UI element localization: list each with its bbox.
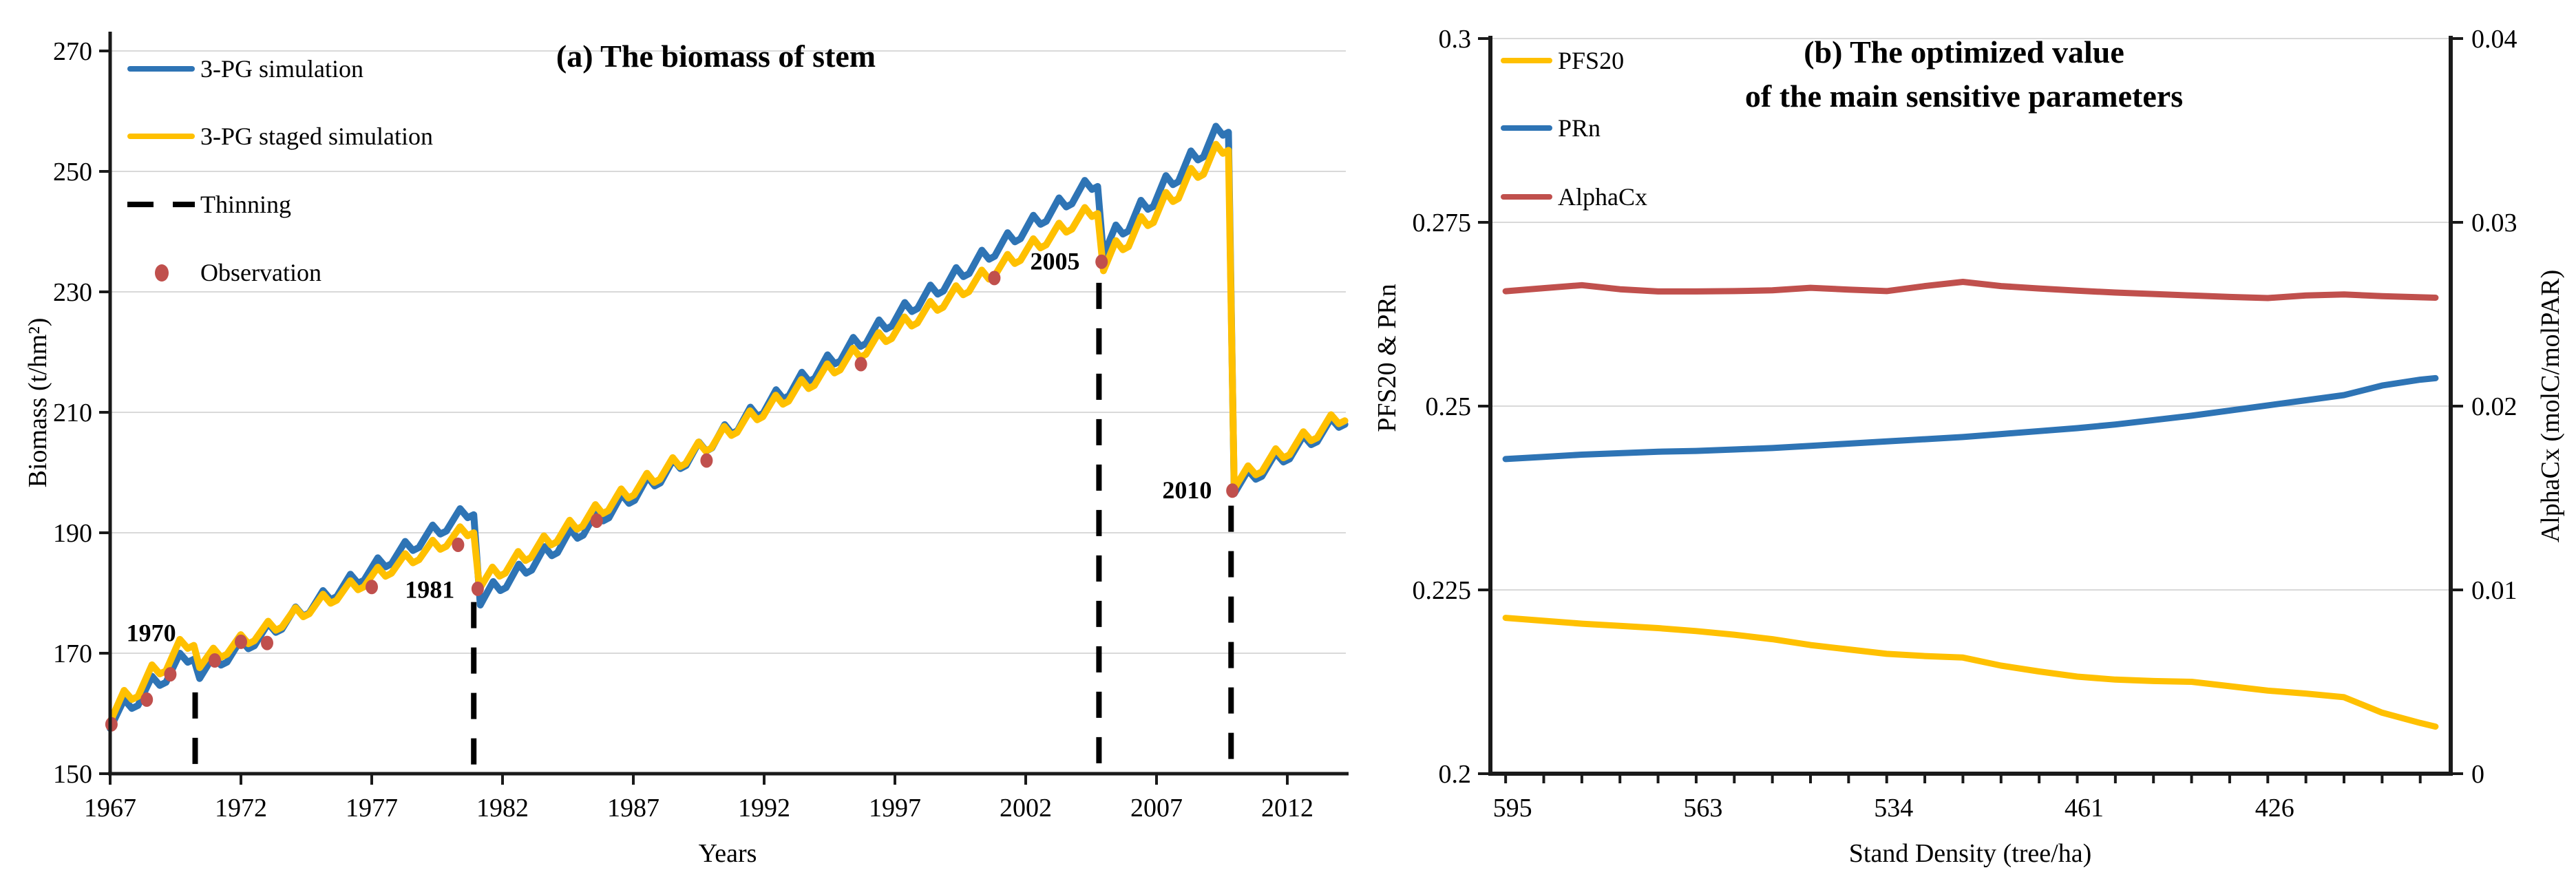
panel-b-title-line2: of the main sensitive parameters — [1744, 78, 2184, 114]
legend-item-pfs20: PFS20 — [1501, 47, 1624, 74]
stand-density-tick-label: 426 — [2255, 794, 2294, 823]
panel-a-x-axis-title: Years — [698, 839, 757, 868]
thinning-year-annotation: 1981 — [405, 575, 454, 603]
observation-point — [590, 513, 603, 528]
stand-density-tick-label: 563 — [1683, 794, 1722, 823]
observation-point — [1095, 254, 1108, 269]
observation-point — [366, 580, 378, 595]
tick-label: 0.225 — [1413, 576, 1472, 605]
tick-label: 270 — [53, 37, 92, 66]
tick-label: 150 — [53, 760, 92, 789]
legend-label: PFS20 — [1558, 47, 1625, 74]
tick-label: 230 — [53, 278, 92, 307]
red-line-swatch-icon — [1501, 194, 1552, 200]
blue-line-swatch-icon — [127, 66, 195, 72]
legend-item-alphacx: AlphaCx — [1501, 183, 1647, 211]
legend-item-thinning: Thinning — [127, 191, 291, 218]
panel-a-annotations: 1970 1981 2005 2010 — [127, 248, 1212, 647]
observation-point — [261, 635, 273, 650]
thinning-year-annotation: 1970 — [127, 619, 176, 646]
legend-label: Observation — [200, 259, 321, 286]
observation-point — [854, 357, 867, 372]
legend-item-3pg-staged-simulation: 3-PG staged simulation — [127, 123, 433, 150]
tick-label: 2012 — [1261, 794, 1313, 823]
tick-label: 250 — [53, 158, 92, 187]
panel-a-title-text: (a) The biomass of stem — [556, 39, 876, 74]
panel-a-thinning-lines — [192, 282, 1234, 772]
yellow-line-swatch-icon — [1501, 58, 1552, 63]
tick-label: 1997 — [869, 794, 921, 823]
stand-density-tick-label: 534 — [1874, 794, 1913, 823]
legend-item-observation: Observation — [127, 259, 321, 286]
observation-point — [1226, 483, 1239, 498]
tick-label: 0.275 — [1413, 209, 1472, 237]
stand-density-tick-label: 595 — [1493, 794, 1532, 823]
tick-label: 0.04 — [2471, 25, 2517, 54]
tick-label: 0.2 — [1439, 760, 1472, 789]
legend-label: AlphaCx — [1558, 183, 1647, 211]
panel-b-axes: 0.3 0.275 0.25 0.225 0.2 0.04 0.03 0.02 0.01 0 595… — [1413, 25, 2517, 823]
tick-label: 1987 — [607, 794, 659, 823]
tick-label: 190 — [53, 519, 92, 548]
legend-label: Thinning — [200, 191, 291, 218]
series-line-3pg-staged-simulation — [107, 140, 1349, 726]
panel-a-gridlines — [110, 50, 1346, 654]
dashed-line-swatch-icon — [127, 202, 195, 207]
tick-label: 0.03 — [2471, 209, 2517, 237]
tick-label: 0.01 — [2471, 576, 2517, 605]
tick-label: 2002 — [1000, 794, 1052, 823]
panel-a-y-axis-title: Biomass (t/hm²) — [23, 317, 52, 488]
series-line-prn — [1502, 374, 2439, 463]
blue-line-swatch-icon — [1501, 125, 1552, 131]
observation-point — [140, 692, 154, 707]
yellow-line-swatch-icon — [127, 134, 195, 139]
observation-point — [700, 453, 713, 468]
tick-label: 1967 — [84, 794, 136, 823]
panel-b-gridlines — [1490, 38, 2451, 591]
observation-point — [452, 538, 465, 552]
tick-label: 2007 — [1130, 794, 1183, 823]
legend-item-3pg-simulation: 3-PG simulation — [127, 55, 363, 83]
panel-b-title: (b) The optimized value of the main sens… — [1745, 30, 2183, 118]
series-line-alphacx — [1502, 279, 2439, 301]
legend-item-prn: PRn — [1501, 114, 1601, 142]
tick-label: 0.3 — [1439, 25, 1472, 54]
red-dot-swatch-icon — [127, 264, 195, 282]
legend-label: 3-PG staged simulation — [200, 123, 433, 150]
tick-label: 170 — [53, 639, 92, 668]
tick-label: 0.02 — [2471, 392, 2517, 421]
panel-a-axes: 150 170 190 210 230 250 270 1967 1972 1977 1982 198… — [53, 32, 1349, 823]
tick-label: 0.25 — [1426, 392, 1472, 421]
tick-label: 210 — [53, 399, 92, 427]
panel-b-right-y-axis-title: AlphaCx (molC/molPAR) — [2536, 269, 2565, 543]
tick-label: 1992 — [738, 794, 790, 823]
thinning-year-annotation: 2010 — [1162, 476, 1212, 504]
observation-point — [471, 581, 484, 596]
observation-point — [988, 271, 1001, 286]
thinning-year-annotation: 2005 — [1031, 248, 1080, 275]
observation-point — [235, 634, 247, 649]
panel-b-x-axis-title: Stand Density (tree/ha) — [1848, 839, 2092, 868]
panel-b-title-line1: (b) The optimized value — [1804, 34, 2124, 70]
tick-label: 1972 — [215, 794, 267, 823]
tick-label: 0 — [2471, 760, 2484, 789]
panel-a-title: (a) The biomass of stem — [556, 34, 876, 78]
tick-label: 1977 — [346, 794, 398, 823]
observation-point — [164, 667, 177, 682]
legend-label: 3-PG simulation — [200, 55, 364, 83]
series-line-pfs20 — [1502, 615, 2439, 730]
observation-point — [209, 653, 221, 668]
legend-label: PRn — [1558, 114, 1601, 142]
panel-a-observations — [105, 254, 1239, 732]
tick-label: 1982 — [476, 794, 529, 823]
stand-density-tick-label: 461 — [2065, 794, 2104, 823]
panel-b-left-y-axis-title: PFS20 & PRn — [1373, 284, 1402, 432]
